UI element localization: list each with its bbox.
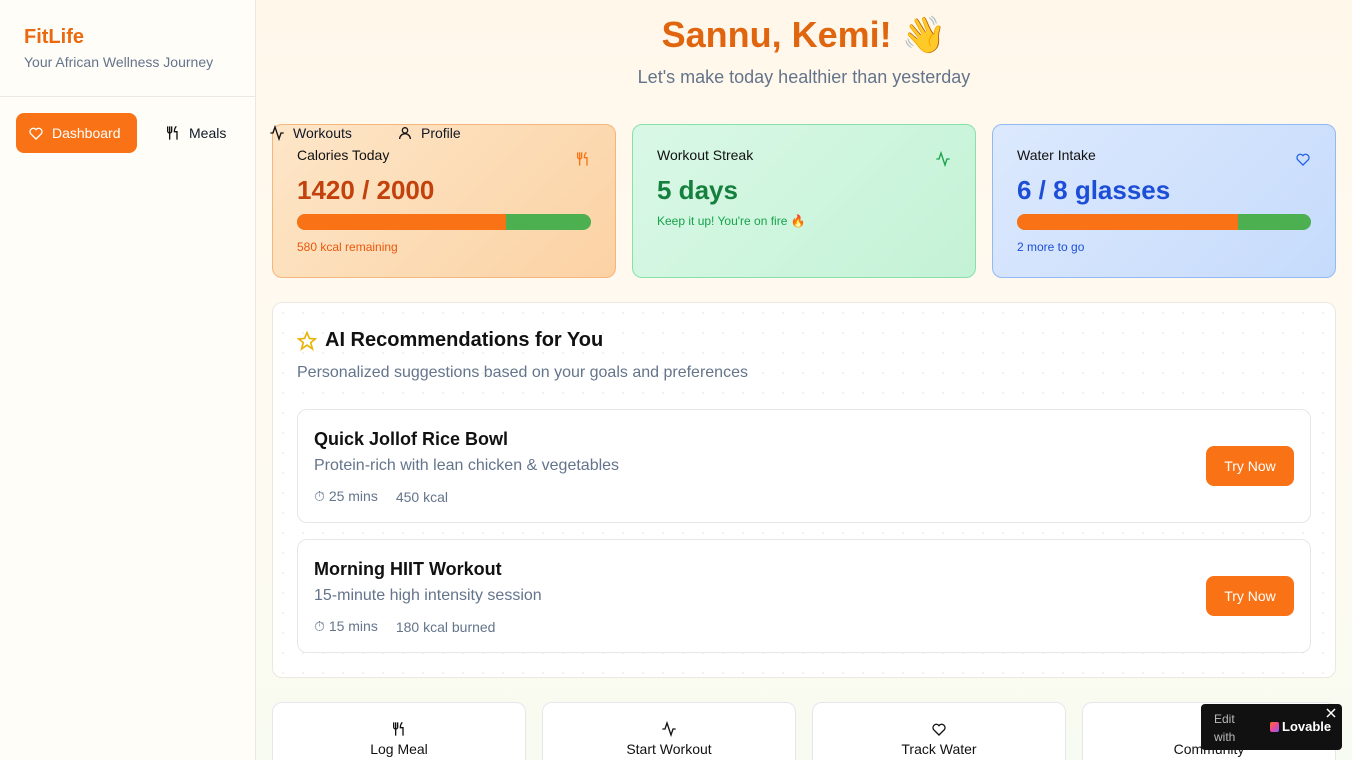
panel-title: AI Recommendations for You (297, 329, 603, 352)
utensils-icon (167, 125, 178, 140)
duration-text: 15 mins (328, 618, 378, 634)
recommendations-panel: AI Recommendations for You Personalized … (272, 302, 1336, 678)
recommendation: Morning HIIT Workout 15-minute high inte… (297, 539, 1311, 653)
nav-label: Profile (421, 125, 461, 141)
activity-icon (270, 125, 284, 141)
duration: ⏱ 15 mins (314, 618, 378, 634)
item-description: Protein-rich with lean chicken & vegetab… (314, 457, 620, 474)
activity-icon (662, 721, 676, 737)
duration-text: 25 mins (328, 488, 378, 504)
card-note: 2 more to go (1017, 240, 1085, 254)
quick-action-label: Track Water (901, 741, 977, 757)
heart-icon (29, 127, 43, 140)
main: Sannu, Kemi! 👋 Let's make today healthie… (256, 0, 1352, 760)
item-meta: ⏱ 15 mins 180 kcal burned (314, 618, 495, 635)
badge-logo (1270, 721, 1279, 732)
activity-icon (936, 151, 950, 167)
stat-card: Workout Streak 5 days Keep it up! You're… (632, 124, 976, 278)
energy: 180 kcal burned (395, 618, 496, 635)
user-icon (399, 127, 411, 140)
close-icon[interactable] (1326, 708, 1336, 718)
card-value: 6 / 8 glasses (1017, 175, 1171, 205)
nav-item[interactable]: Meals (165, 113, 226, 153)
utensils-icon (577, 151, 588, 166)
utensils-icon (393, 721, 404, 736)
greeting: Sannu, Kemi! 👋 (661, 14, 947, 55)
card-note: Keep it up! You're on fire 🔥 (657, 214, 806, 228)
quick-action[interactable]: Start Workout (542, 702, 796, 760)
card-title: Calories Today (297, 147, 390, 163)
nav-label: Meals (189, 125, 227, 141)
star-icon (297, 330, 317, 351)
badge-brand: Lovable (1270, 719, 1331, 734)
badge-prefix: Edit with (1214, 712, 1236, 744)
stat-card: Water Intake 6 / 8 glasses 2 more to go (992, 124, 1336, 278)
panel-subtitle: Personalized suggestions based on your g… (297, 364, 748, 381)
stat-card: Calories Today 1420 / 2000 580 kcal rema… (272, 124, 616, 278)
card-title: Workout Streak (657, 147, 754, 163)
brand: FitLife (24, 26, 84, 48)
nav-item[interactable]: Profile (397, 113, 461, 153)
quick-action-label: Start Workout (626, 741, 712, 757)
panel-title-text: AI Recommendations for You (325, 329, 604, 351)
nav-item[interactable]: Dashboard (16, 113, 137, 153)
progress-fill (297, 214, 506, 230)
progress-track (1017, 214, 1311, 230)
duration: ⏱ 25 mins (314, 488, 378, 504)
try-button[interactable]: Try Now (1206, 576, 1294, 616)
recommendation: Quick Jollof Rice Bowl Protein-rich with… (297, 409, 1311, 523)
progress-track (297, 214, 591, 230)
heart-icon (932, 723, 946, 736)
item-name: Morning HIIT Workout (314, 559, 502, 579)
edit-badge[interactable]: Edit with Lovable (1201, 704, 1342, 750)
item-name: Quick Jollof Rice Bowl (314, 429, 509, 449)
item-meta: ⏱ 25 mins 450 kcal (314, 488, 448, 505)
badge-brand-text: Lovable (1282, 719, 1332, 734)
subtitle: Let's make today healthier than yesterda… (637, 67, 971, 87)
nav-item[interactable]: Workouts (269, 113, 352, 153)
card-note: 580 kcal remaining (297, 240, 398, 254)
quick-action[interactable]: Track Water (812, 702, 1066, 760)
divider (0, 96, 256, 97)
card-value: 1420 / 2000 (297, 175, 435, 205)
card-value: 5 days (657, 175, 738, 205)
tagline: Your African Wellness Journey (24, 54, 214, 70)
nav-label: Dashboard (52, 125, 121, 141)
nav-label: Workouts (293, 125, 352, 141)
heart-icon (1296, 153, 1310, 166)
item-description: 15-minute high intensity session (314, 587, 542, 604)
quick-action[interactable]: Log Meal (272, 702, 526, 760)
try-button[interactable]: Try Now (1206, 446, 1294, 486)
quick-action-label: Log Meal (370, 741, 428, 757)
card-title: Water Intake (1017, 147, 1096, 163)
progress-fill (1017, 214, 1238, 230)
energy: 450 kcal (395, 488, 448, 505)
